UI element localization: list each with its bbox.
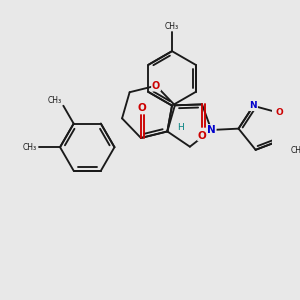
Text: CH₃: CH₃ xyxy=(290,146,300,155)
Text: O: O xyxy=(152,81,160,91)
Text: O: O xyxy=(137,103,146,112)
Text: CH₃: CH₃ xyxy=(47,96,61,105)
Text: CH₃: CH₃ xyxy=(165,22,179,31)
Text: N: N xyxy=(250,101,257,110)
Text: N: N xyxy=(207,125,216,135)
Text: CH₃: CH₃ xyxy=(22,143,37,152)
Text: O: O xyxy=(198,131,206,141)
Text: H: H xyxy=(177,123,184,132)
Text: O: O xyxy=(276,108,283,117)
